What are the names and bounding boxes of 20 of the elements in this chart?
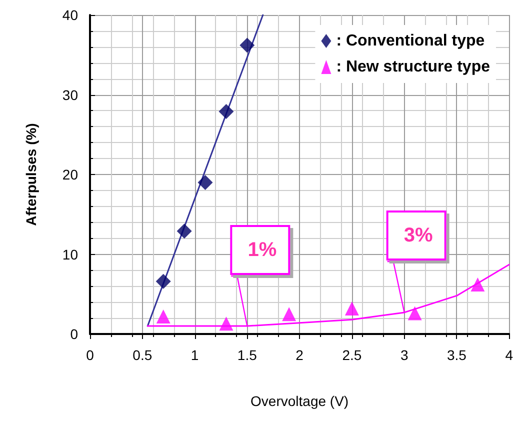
x-tick-label: 3.5 — [446, 347, 467, 363]
x-tick-label: 4 — [505, 347, 514, 363]
annotation: 1% — [248, 239, 277, 262]
x-axis-title: Overvoltage (V) — [250, 393, 349, 409]
x-tick-label: 1.5 — [237, 347, 258, 363]
y-tick-label: 40 — [62, 7, 78, 23]
y-tick-label: 20 — [62, 166, 78, 182]
y-axis-title: Afterpulses (%) — [23, 123, 39, 226]
x-tick-label: 0.5 — [132, 347, 152, 363]
legend-label: : Conventional type — [336, 32, 485, 50]
y-tick-label: 10 — [62, 246, 78, 262]
legend-label: : New structure type — [336, 58, 490, 76]
x-tick-label: 1 — [190, 347, 199, 363]
y-tick-label: 30 — [62, 86, 78, 103]
x-tick-label: 2 — [296, 347, 304, 363]
y-tick-label: 0 — [70, 326, 78, 342]
x-tick-label: 3 — [400, 347, 408, 363]
x-tick-label: 2.5 — [342, 347, 362, 363]
x-tick-label: 0 — [86, 347, 94, 363]
annotation: 3% — [404, 224, 433, 246]
